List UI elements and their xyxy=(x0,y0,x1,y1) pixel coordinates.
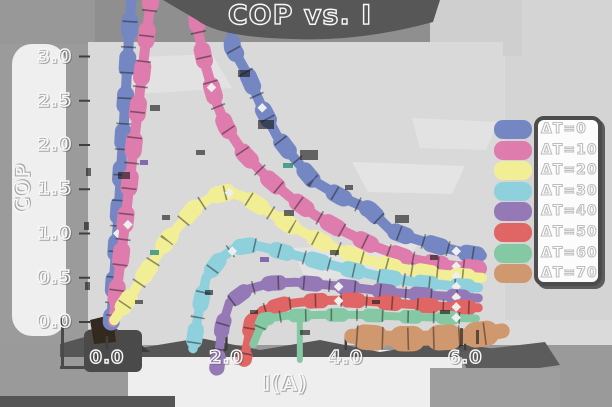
curve-bulge-ΔT=30 xyxy=(184,236,487,357)
legend-label: ΔT=30 xyxy=(540,182,598,199)
legend-item-ΔT=20: ΔT=20 xyxy=(494,160,610,181)
diamond-marker xyxy=(206,82,217,93)
legend-swatch xyxy=(494,264,532,284)
legend-swatch xyxy=(494,202,532,222)
legend-swatch xyxy=(494,140,532,160)
y-tick-label-0.5: 0.5 xyxy=(36,266,72,288)
y-tick-label-3.0: 3.0 xyxy=(36,45,72,67)
x-tick-label-4.0: 4.0 xyxy=(328,346,364,368)
legend-item-ΔT=30: ΔT=30 xyxy=(494,181,610,202)
curve-bulge-ΔT=60 xyxy=(246,308,483,351)
y-tick-label-1.0: 1.0 xyxy=(36,222,72,244)
legend-label: ΔT=20 xyxy=(540,162,598,179)
curve-bulge-ΔT=50 xyxy=(236,292,486,367)
diamond-marker xyxy=(333,295,344,306)
legend-label: ΔT=40 xyxy=(540,203,598,220)
legend-swatch xyxy=(494,181,532,201)
legend-swatch xyxy=(494,223,532,242)
legend-item-ΔT=50: ΔT=50 xyxy=(494,222,610,243)
legend-swatch xyxy=(494,120,532,139)
legend-label: ΔT=0 xyxy=(540,120,587,137)
diamond-marker xyxy=(224,187,235,198)
legend-swatch xyxy=(494,161,532,181)
legend-item-ΔT=0: ΔT=0 xyxy=(494,119,610,140)
y-tick-label-2.5: 2.5 xyxy=(36,89,72,111)
legend-box xyxy=(534,116,602,286)
legend-label: ΔT=10 xyxy=(540,141,598,158)
y-tick-label-0.0: 0.0 xyxy=(36,310,72,332)
x-tick-label-0.0: 0.0 xyxy=(89,346,125,368)
legend-item-ΔT=40: ΔT=40 xyxy=(494,201,610,222)
diamond-marker xyxy=(451,312,462,323)
curve-bulge-ΔT=10 xyxy=(104,0,491,331)
curve-bulge-ΔT=70 xyxy=(339,318,515,352)
curve-bulge-ΔT=40 xyxy=(209,274,486,376)
x-axis-label: I(A) xyxy=(262,370,308,395)
curve-bulge-ΔT=0 xyxy=(102,0,491,331)
x-tick-label-6.0: 6.0 xyxy=(447,346,483,368)
diamond-marker xyxy=(227,246,238,257)
legend-swatch xyxy=(494,243,532,263)
legend-item-ΔT=60: ΔT=60 xyxy=(494,243,610,264)
chart-title: COP vs. I xyxy=(227,0,373,32)
legend-item-ΔT=10: ΔT=10 xyxy=(494,140,610,161)
curve-bulge-ΔT=20 xyxy=(105,183,491,329)
legend-label: ΔT=60 xyxy=(540,244,598,261)
legend-label: ΔT=70 xyxy=(540,265,598,282)
x-tick-label-2.0: 2.0 xyxy=(208,346,244,368)
y-tick-label-2.0: 2.0 xyxy=(36,133,72,155)
y-tick-label-1.5: 1.5 xyxy=(36,178,72,200)
legend-item-ΔT=70: ΔT=70 xyxy=(494,263,610,284)
curve-texture-ΔT=20 xyxy=(107,184,483,325)
legend: ΔT=0 ΔT=10 ΔT=20 ΔT=30 ΔT=40 ΔT=50 ΔT=60 ΔT=70 xyxy=(494,116,610,291)
legend-label: ΔT=50 xyxy=(540,223,598,240)
